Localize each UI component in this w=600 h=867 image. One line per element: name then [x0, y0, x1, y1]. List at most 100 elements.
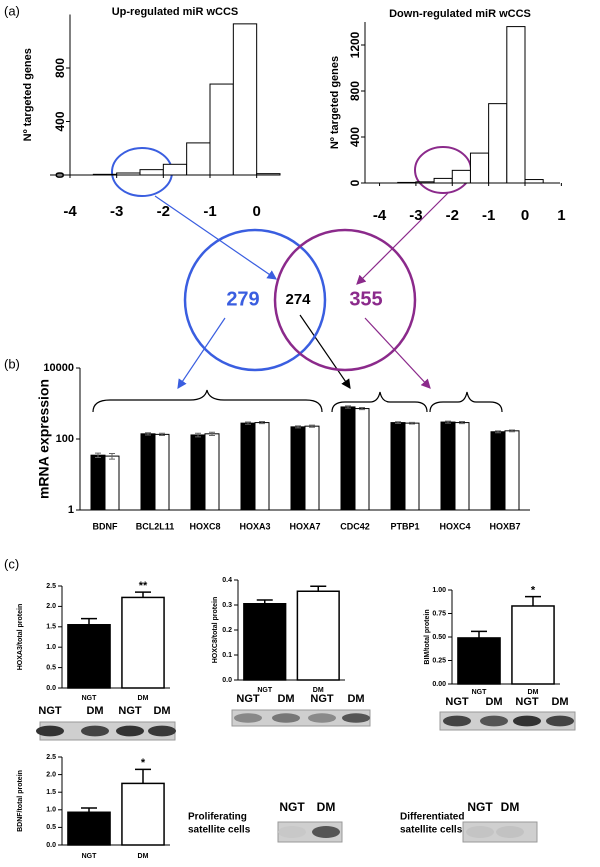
- bar: [340, 406, 356, 511]
- x-tick-label: -3: [409, 207, 422, 224]
- lane-label: NGT: [515, 696, 539, 708]
- y-tick-label: 0.0: [222, 677, 232, 684]
- y-tick-label: 1.5: [46, 789, 56, 796]
- lane-label: DM: [501, 800, 520, 814]
- bar: [204, 433, 220, 511]
- significance: **: [139, 580, 148, 592]
- x-tick-label: HOXC8: [189, 521, 220, 531]
- blot-band: [496, 826, 524, 838]
- blot-band: [443, 715, 471, 727]
- y-tick-label: 0.0: [46, 685, 56, 692]
- y-axis-label: Nº targeted genes: [329, 56, 341, 149]
- histogram-bar: [415, 181, 435, 184]
- error-bar: [445, 420, 451, 424]
- blot-band: [513, 715, 541, 727]
- lane-label: NGT: [236, 693, 260, 705]
- lane-label: DM: [153, 705, 170, 717]
- blot-band: [312, 826, 340, 838]
- x-tick-label: 0: [521, 207, 529, 224]
- histogram-bar: [397, 181, 417, 184]
- y-tick-label: 2.0: [46, 771, 56, 778]
- blot-caption: Differentiated: [400, 812, 464, 823]
- error-bar: [109, 453, 115, 460]
- x-tick-label: -1: [203, 203, 216, 220]
- x-tick-label: -3: [110, 203, 123, 220]
- y-tick-label: 800: [53, 58, 67, 78]
- bar: [240, 422, 256, 511]
- x-tick-label: HOXA3: [239, 521, 270, 531]
- lane-label: NGT: [118, 705, 142, 717]
- bar: [304, 425, 320, 511]
- bar: [67, 811, 111, 846]
- blot-band: [480, 715, 508, 727]
- chart-title: Down-regulated miR wCCS: [389, 8, 531, 20]
- blot-band: [466, 826, 494, 838]
- blot-caption: Proliferating: [188, 812, 247, 823]
- error-bar: [159, 432, 165, 437]
- significance: *: [531, 584, 536, 596]
- y-axis-label: BIM/total protein: [424, 609, 431, 664]
- error-bar: [509, 429, 515, 433]
- y-tick-label: 1.0: [46, 644, 56, 651]
- bar: [190, 434, 206, 511]
- histogram-bar: [506, 26, 526, 184]
- lane-label: DM: [277, 693, 294, 705]
- blot-caption: satellite cells: [400, 825, 463, 836]
- lane-label: DM: [551, 696, 568, 708]
- bar: [390, 422, 406, 511]
- venn-circle: [273, 228, 417, 372]
- bar: [90, 454, 106, 511]
- x-tick-label: CDC42: [340, 521, 370, 531]
- venn-count: 355: [349, 288, 382, 310]
- x-tick-label: NGT: [257, 687, 273, 694]
- bar: [296, 590, 340, 681]
- histogram-bar: [162, 163, 188, 176]
- lane-label: NGT: [445, 696, 469, 708]
- error-bar: [209, 431, 215, 437]
- y-tick-label: 0.00: [432, 681, 446, 688]
- significance: *: [141, 757, 146, 769]
- bar: [440, 421, 456, 511]
- histogram-bar: [451, 169, 471, 184]
- lane-label: DM: [86, 705, 103, 717]
- bar: [243, 603, 287, 681]
- error-bar: [295, 425, 301, 429]
- connectors: [92, 146, 503, 413]
- x-tick-label: -2: [446, 207, 459, 224]
- x-tick-label: DM: [528, 689, 539, 696]
- lane-label: NGT: [310, 693, 334, 705]
- x-tick-label: BDNF: [93, 521, 118, 531]
- y-tick-label: 1: [68, 504, 74, 516]
- error-bar: [525, 595, 541, 606]
- error-bar: [309, 424, 315, 428]
- error-bar: [359, 407, 365, 411]
- blot-band: [546, 715, 574, 727]
- y-tick-label: 2.5: [46, 754, 56, 761]
- x-tick-label: 0: [252, 203, 260, 220]
- y-tick-label: 0.4: [222, 577, 232, 584]
- y-tick-label: 0.5: [46, 824, 56, 831]
- histogram-bar: [116, 172, 141, 176]
- x-tick-label: -4: [373, 207, 387, 224]
- histogram-bar: [256, 173, 281, 176]
- histogram-bar: [209, 83, 234, 176]
- lane-label: NGT: [467, 800, 493, 814]
- error-bar: [245, 421, 251, 425]
- y-tick-label: 400: [53, 111, 67, 131]
- y-tick-label: 0: [53, 171, 67, 178]
- y-tick-label: 0: [348, 179, 362, 186]
- y-tick-label: 10000: [43, 362, 74, 374]
- blot-band: [308, 713, 336, 723]
- y-tick-label: 0.25: [432, 657, 446, 664]
- lane-label: NGT: [279, 800, 305, 814]
- x-tick-label: BCL2L11: [136, 521, 175, 531]
- error-bar: [195, 432, 201, 438]
- y-tick-label: 1200: [348, 31, 362, 58]
- bar: [454, 422, 470, 511]
- histogram-bar: [92, 173, 118, 176]
- bar: [121, 782, 165, 846]
- x-tick-label: 1: [557, 207, 565, 224]
- x-tick-label: DM: [313, 687, 324, 694]
- y-tick-label: 0.2: [222, 627, 232, 634]
